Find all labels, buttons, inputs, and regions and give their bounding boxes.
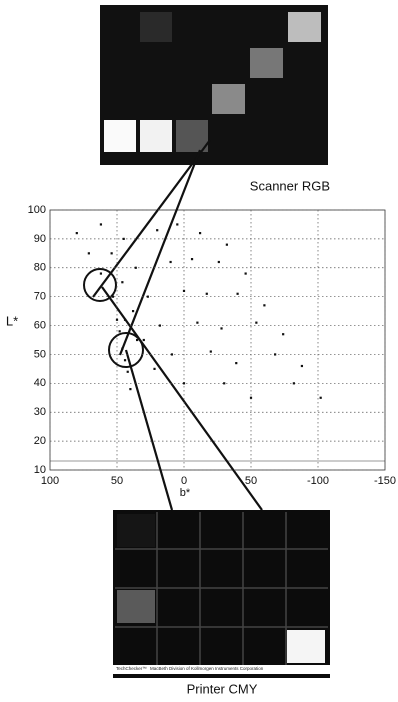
y-tick-label: 100 (28, 204, 46, 216)
data-point (132, 310, 134, 312)
data-point (218, 261, 220, 263)
data-point (121, 281, 123, 283)
caption: MacBeth Division of Kollmorgen Instrumen… (150, 666, 264, 671)
x-tick-label: 50 (245, 475, 257, 487)
y-tick-label: 30 (34, 406, 46, 418)
y-tick-label: 90 (34, 233, 46, 245)
data-point (124, 319, 126, 321)
x-axis-label: b* (180, 487, 191, 499)
plot-frame (50, 210, 385, 470)
data-point (143, 339, 145, 341)
data-point (136, 339, 138, 341)
data-point (293, 382, 295, 384)
data-point (76, 232, 78, 234)
data-point (183, 382, 185, 384)
y-tick-label: 60 (34, 319, 46, 331)
y-axis-label: L* (6, 313, 18, 328)
data-point (116, 319, 118, 321)
data-point (129, 388, 131, 390)
data-point (124, 359, 126, 361)
data-point (100, 223, 102, 225)
data-point (153, 368, 155, 370)
printer-image (113, 510, 330, 678)
x-tick-label: 0 (181, 475, 187, 487)
annotation (84, 140, 262, 510)
scanner-label: Scanner RGB (250, 178, 330, 193)
data-point (147, 296, 149, 298)
data-point (245, 272, 247, 274)
data-point (250, 397, 252, 399)
data-point (123, 238, 125, 240)
data-point (119, 330, 121, 332)
data-point (171, 353, 173, 355)
data-point (237, 293, 239, 295)
data-point (274, 353, 276, 355)
scanner-image (100, 5, 328, 165)
data-point (156, 229, 158, 231)
y-tick-label: 40 (34, 377, 46, 389)
data-point (226, 244, 228, 246)
data-point (159, 324, 161, 326)
figure: Scanner RGB L* b* TechChecker™ MacBeth D… (0, 0, 398, 702)
data-point (263, 304, 265, 306)
y-tick-label: 70 (34, 291, 46, 303)
data-point (127, 371, 129, 373)
x-tick-label: 50 (111, 475, 123, 487)
x-tick-label: -100 (307, 475, 329, 487)
data-point (235, 362, 237, 364)
data-point (220, 327, 222, 329)
data-point (210, 350, 212, 352)
data-point (183, 290, 185, 292)
printer-label: Printer CMY (187, 681, 258, 696)
data-point (112, 296, 114, 298)
data-point (301, 365, 303, 367)
data-point (196, 322, 198, 324)
data-point (206, 293, 208, 295)
data-point (176, 223, 178, 225)
data-point (199, 232, 201, 234)
data-point (170, 261, 172, 263)
caption: TechChecker™ (116, 666, 147, 671)
data-point (282, 333, 284, 335)
data-point (135, 267, 137, 269)
y-tick-label: 80 (34, 262, 46, 274)
data-point (255, 322, 257, 324)
data-point (223, 382, 225, 384)
x-tick-label: -150 (374, 475, 396, 487)
data-point (320, 397, 322, 399)
data-point (111, 252, 113, 254)
data-point (88, 252, 90, 254)
data-point (191, 258, 193, 260)
x-tick-label: 100 (41, 475, 59, 487)
data-point (121, 348, 123, 350)
y-tick-label: 50 (34, 348, 46, 360)
data-point (100, 272, 102, 274)
y-tick-label: 20 (34, 435, 46, 447)
